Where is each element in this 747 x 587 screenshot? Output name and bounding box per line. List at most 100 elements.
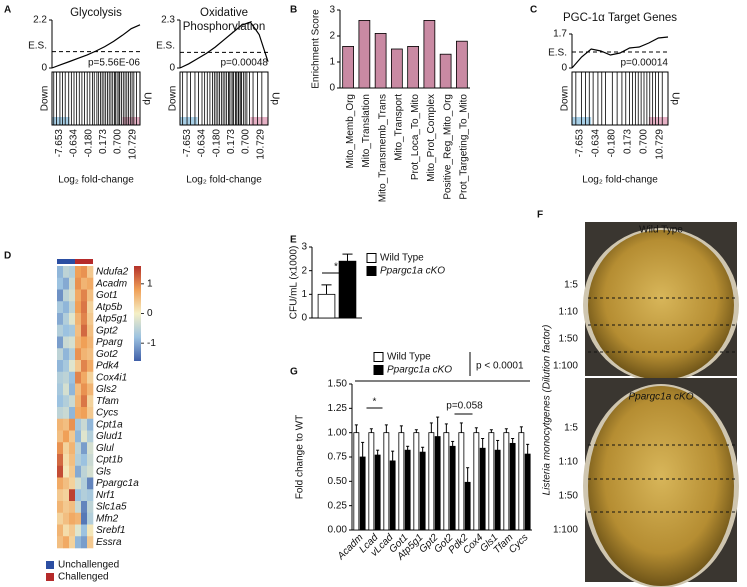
row-label: Mfn2 [96,513,119,524]
bar [479,447,486,531]
dilution-label: 1:50 [559,491,579,502]
bar [389,460,396,531]
heatmap-cell [87,501,94,514]
heatmap-cell [57,454,64,467]
y-tick-label: 2.2 [33,15,47,26]
heatmap-cell [75,454,82,467]
heatmap-cell [69,465,76,478]
colorbar-tick-label: 0 [147,308,153,319]
heatmap-cell [75,289,82,302]
y-tick-label: 3 [301,242,307,253]
heatmap-cell [63,383,70,396]
panel-label: B [290,5,297,16]
p-value: p=0.00014 [620,58,668,69]
x-axis-label: Log₂ fold-change [186,175,262,186]
heatmap-cell [63,336,70,349]
heatmap-cell [57,477,64,490]
x-tick-label: Mito_Prot_Complex [426,94,437,182]
row-label: Atp5g1 [95,314,128,325]
heatmap-cell [63,289,70,302]
bar [407,46,419,89]
chart-title: Oxidative Phosphorylation [182,7,266,33]
bar [524,453,531,531]
heatmap-cell [87,383,94,396]
x-tick-label: Mito_Translation [361,94,372,168]
heatmap-cell [57,348,64,361]
heatmap-cell [63,313,70,326]
rank-strip-down [52,117,70,125]
heatmap-cell [57,301,64,314]
y-tick-label: 1.00 [328,427,348,438]
heatmap-cell [63,395,70,408]
heatmap-cell [81,360,88,373]
y-tick-label: 1.25 [328,403,348,414]
bar [413,432,420,531]
y-tick-label: 0 [301,313,307,324]
es-curve [571,36,669,69]
heatmap-cell [87,313,94,326]
es-curve [51,24,141,69]
row-label: Atp5b [95,302,123,313]
y-tick-label: 0.50 [328,476,348,487]
y-axis-label: Enrichment Score [311,9,322,89]
row-label: Ppargc1a [96,478,139,489]
heatmap-cell [57,360,64,373]
heatmap-cell [63,430,70,443]
heatmap-cell [57,430,64,443]
bar [342,46,354,89]
legend-swatch [46,561,54,569]
down-label: Down [40,86,51,112]
heatmap-cell [81,465,88,478]
bar [353,432,360,531]
row-label: Nrf1 [96,490,115,501]
row-label: Cpt1b [96,455,123,466]
y-tick-label: 0 [561,63,567,74]
heatmap-cell [69,360,76,373]
bar [449,445,456,531]
es-curve [179,21,269,69]
heatmap-cell [69,371,76,384]
row-label: Got2 [96,349,118,360]
heatmap-cell [57,289,64,302]
row-label: Essra [96,537,122,548]
row-label: Got1 [96,290,118,301]
y-tick-label: 2.3 [161,15,175,26]
x-tick-label: Prot_Targeting_To_Mito [459,94,470,200]
heatmap-cell [81,277,88,290]
x-tick-label: 10.729 [255,129,266,160]
y-tick-label: 0 [41,63,47,74]
heatmap-cell [75,266,82,279]
y-tick-label: 2 [301,265,307,276]
up-label: Up [269,92,280,105]
y-tick-label: 0.75 [328,452,348,463]
bar [509,442,516,531]
bar [434,436,441,531]
legend-swatch [373,352,384,362]
heatmap-cell [87,442,94,455]
heatmap-cell [63,371,70,384]
heatmap-cell [75,524,82,537]
heatmap-cell [57,524,64,537]
x-tick-label: Mito_Transport [394,94,405,161]
y-axis-label: E.S. [156,41,175,52]
agar [588,386,734,586]
heatmap-cell [63,324,70,337]
legend-label: Unchallenged [58,560,119,571]
row-label: Gls [96,466,111,477]
heatmap-cell [81,371,88,384]
heatmap-cell [81,524,88,537]
legend-swatch [46,573,54,581]
row-label: Gls2 [96,384,117,395]
row-label: Glul [96,443,115,454]
y-tick-label: 1.50 [328,379,348,390]
legend-label: Challenged [58,572,109,583]
y-axis-label: E.S. [548,48,567,59]
row-label: Pparg [96,337,123,348]
y-axis-label: CFU/mL (x1000) [289,246,300,320]
x-tick-label: 10.729 [127,129,138,160]
heatmap-cell [81,430,88,443]
x-tick-label: Mito_Memb_Org [345,94,356,168]
bar [374,454,381,531]
dilution-label: 1:5 [564,423,578,434]
